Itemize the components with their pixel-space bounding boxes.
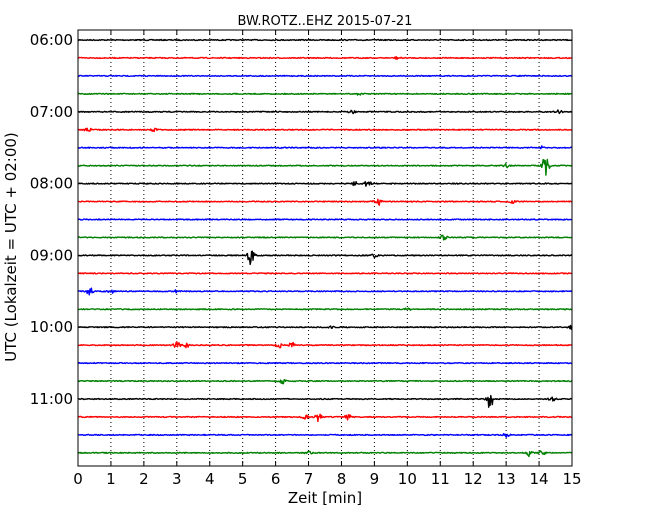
x-tick-label: 1 xyxy=(106,470,116,488)
x-tick-label: 13 xyxy=(497,470,516,488)
trace-line xyxy=(77,218,573,221)
x-tick-label: 9 xyxy=(370,470,380,488)
trace-line xyxy=(77,394,573,408)
trace-line xyxy=(77,109,573,115)
x-tick-label: 11 xyxy=(431,470,450,488)
x-tick-label: 4 xyxy=(205,470,215,488)
y-tick-label: 08:00 xyxy=(30,175,73,193)
x-tick-label: 3 xyxy=(172,470,182,488)
trace-line xyxy=(77,92,573,96)
y-tick-label: 07:00 xyxy=(30,103,73,121)
trace-line xyxy=(77,158,573,176)
x-tick-label: 12 xyxy=(464,470,483,488)
trace-line xyxy=(77,127,573,133)
y-axis-label: UTC (Lokalzeit = UTC + 02:00) xyxy=(2,132,20,362)
trace-line xyxy=(77,145,573,150)
trace-line xyxy=(77,433,573,438)
trace-line xyxy=(77,74,573,78)
trace-line xyxy=(77,56,573,61)
y-axis: 06:00 07:00 08:00 09:00 10:00 11:00 xyxy=(30,31,572,408)
x-tick-label: 8 xyxy=(337,470,347,488)
x-tick-label: 6 xyxy=(271,470,281,488)
x-tick-label: 10 xyxy=(398,470,417,488)
x-axis-label: Zeit [min] xyxy=(288,489,362,507)
trace-line xyxy=(77,250,573,266)
trace-line xyxy=(77,307,573,311)
x-tick-label: 0 xyxy=(73,470,83,488)
trace-line xyxy=(77,450,573,458)
trace-line xyxy=(77,234,573,241)
y-tick-label: 06:00 xyxy=(30,31,73,49)
x-tick-label: 14 xyxy=(530,470,549,488)
trace-line xyxy=(77,379,573,385)
x-tick-label: 15 xyxy=(562,470,581,488)
x-tick-label: 7 xyxy=(304,470,314,488)
trace-line xyxy=(77,38,573,42)
trace-line xyxy=(77,198,573,206)
trace-line xyxy=(77,287,573,296)
grid xyxy=(110,30,540,466)
traces xyxy=(77,38,573,458)
trace-line xyxy=(77,413,573,423)
y-tick-label: 09:00 xyxy=(30,246,73,264)
trace-line xyxy=(77,272,573,275)
trace-line xyxy=(77,361,573,365)
y-tick-label: 11:00 xyxy=(30,390,73,408)
chart-title: BW.ROTZ..EHZ 2015-07-21 xyxy=(238,14,413,29)
x-tick-label: 2 xyxy=(139,470,149,488)
trace-line xyxy=(77,341,573,349)
x-tick-label: 5 xyxy=(238,470,248,488)
plot-frame xyxy=(77,29,573,467)
y-tick-label: 10:00 xyxy=(30,318,73,336)
x-axis: 0 1 2 3 4 5 6 7 8 9 10 11 12 13 14 15 xyxy=(73,30,582,488)
trace-line xyxy=(77,324,573,330)
trace-line xyxy=(77,180,573,187)
